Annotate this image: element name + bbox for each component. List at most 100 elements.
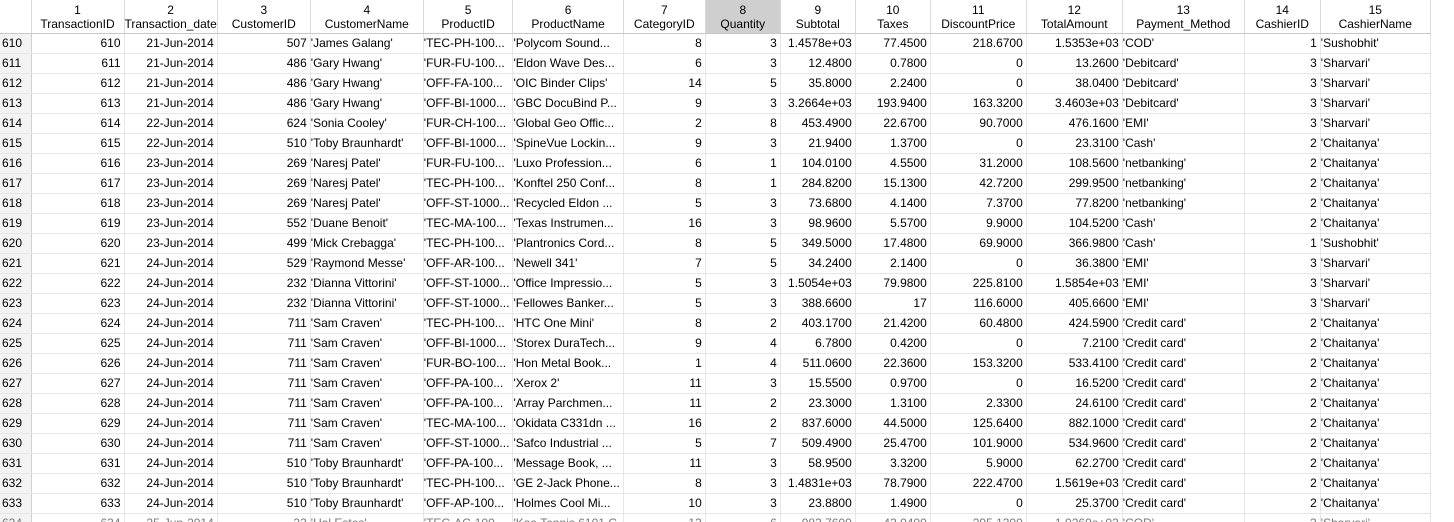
table-cell[interactable]: 3 — [705, 93, 781, 114]
row-header[interactable]: 631 — [0, 453, 32, 474]
table-cell[interactable]: 'Chaitanya' — [1320, 213, 1431, 234]
table-cell[interactable]: 3 — [1244, 273, 1321, 294]
table-cell[interactable]: 349.5000 — [780, 233, 856, 254]
table-cell[interactable]: 'Chaitanya' — [1320, 453, 1431, 474]
table-cell[interactable]: 2 — [1244, 373, 1321, 394]
table-cell[interactable]: 2 — [705, 313, 781, 334]
table-cell[interactable]: 42.7200 — [930, 173, 1027, 194]
table-cell[interactable]: 'Hal Estes' — [310, 513, 424, 522]
table-cell[interactable]: 630 — [31, 433, 125, 454]
table-cell[interactable]: 'OFF-BI-1000... — [423, 93, 514, 114]
table-cell[interactable]: 24-Jun-2014 — [124, 373, 218, 394]
row-header[interactable]: 625 — [0, 333, 32, 354]
table-cell[interactable]: 882.1000 — [1026, 413, 1123, 434]
table-cell[interactable]: 77.4500 — [855, 33, 931, 54]
table-cell[interactable]: 11 — [623, 393, 706, 414]
table-cell[interactable]: 24-Jun-2014 — [124, 473, 218, 494]
table-cell[interactable]: 2.2400 — [855, 73, 931, 94]
table-cell[interactable]: 5 — [705, 253, 781, 274]
table-cell[interactable]: 22.3600 — [855, 353, 931, 374]
table-cell[interactable]: 'EMI' — [1122, 273, 1245, 294]
table-cell[interactable]: 'Chaitanya' — [1320, 373, 1431, 394]
table-cell[interactable]: 21-Jun-2014 — [124, 73, 218, 94]
table-cell[interactable]: 3 — [705, 193, 781, 214]
table-cell[interactable]: 'Credit card' — [1122, 433, 1245, 454]
table-cell[interactable]: 12.4800 — [780, 53, 856, 74]
table-cell[interactable]: 624 — [31, 313, 125, 334]
table-cell[interactable]: 'COD' — [1122, 513, 1245, 522]
row-header[interactable]: 613 — [0, 93, 32, 114]
table-cell[interactable]: 405.6600 — [1026, 293, 1123, 314]
table-cell[interactable]: 15.5500 — [780, 373, 856, 394]
table-cell[interactable]: 'Duane Benoit' — [310, 213, 424, 234]
table-cell[interactable]: 'Sushobhit' — [1320, 233, 1431, 254]
table-cell[interactable]: 21-Jun-2014 — [124, 53, 218, 74]
table-cell[interactable]: 'Global Geo Offic... — [512, 113, 624, 134]
table-cell[interactable]: 'FUR-FU-100... — [423, 153, 514, 174]
table-row[interactable]: 627 627 24-Jun-2014 711 'Sam Craven' 'OFF-PA-… — [0, 373, 1431, 394]
column-header-transactionid[interactable]: 1 TransactionID — [31, 0, 125, 34]
table-cell[interactable]: 2 — [1244, 353, 1321, 374]
table-cell[interactable]: 232 — [217, 273, 311, 294]
table-cell[interactable]: 'netbanking' — [1122, 153, 1245, 174]
table-row[interactable]: 619 619 23-Jun-2014 552 'Duane Benoit' 'TEC-M… — [0, 213, 1431, 234]
table-cell[interactable]: 2 — [1244, 173, 1321, 194]
table-cell[interactable]: 1 — [1244, 33, 1321, 54]
row-header[interactable]: 634 — [0, 513, 32, 522]
table-cell[interactable]: 616 — [31, 153, 125, 174]
table-cell[interactable]: 'OFF-ST-1000... — [423, 433, 514, 454]
table-cell[interactable]: 'Credit card' — [1122, 373, 1245, 394]
table-row[interactable]: 630 630 24-Jun-2014 711 'Sam Craven' 'OFF-ST-… — [0, 433, 1431, 454]
table-cell[interactable]: 621 — [31, 253, 125, 274]
table-cell[interactable]: 0 — [930, 53, 1027, 74]
table-cell[interactable]: 22-Jun-2014 — [124, 113, 218, 134]
table-cell[interactable]: 533.4100 — [1026, 353, 1123, 374]
table-cell[interactable]: 8 — [705, 113, 781, 134]
table-cell[interactable]: 14 — [623, 73, 706, 94]
table-cell[interactable]: 'Konftel 250 Conf... — [512, 173, 624, 194]
table-cell[interactable]: 116.6000 — [930, 293, 1027, 314]
table-cell[interactable]: 4.1400 — [855, 193, 931, 214]
table-cell[interactable]: 0.7800 — [855, 53, 931, 74]
table-cell[interactable]: 23.8800 — [780, 493, 856, 514]
table-cell[interactable]: 499 — [217, 233, 311, 254]
table-cell[interactable]: 3 — [1244, 93, 1321, 114]
table-cell[interactable]: 0 — [930, 133, 1027, 154]
table-row[interactable]: 611 611 21-Jun-2014 486 'Gary Hwang' 'FUR-FU-… — [0, 53, 1431, 74]
table-cell[interactable]: 'Safco Industrial ... — [512, 433, 624, 454]
table-cell[interactable]: 611 — [31, 53, 125, 74]
table-cell[interactable]: 'Credit card' — [1122, 353, 1245, 374]
table-row[interactable]: 617 617 23-Jun-2014 269 'Naresj Patel' 'TEC-P… — [0, 173, 1431, 194]
column-header-categoryid[interactable]: 7 CategoryID — [623, 0, 706, 34]
table-cell[interactable]: 711 — [217, 333, 311, 354]
table-row[interactable]: 626 626 24-Jun-2014 711 'Sam Craven' 'FUR-BO-… — [0, 353, 1431, 374]
table-cell[interactable]: 17 — [855, 293, 931, 314]
table-cell[interactable]: 'Fellowes Banker... — [512, 293, 624, 314]
table-cell[interactable]: 'Luxo Profession... — [512, 153, 624, 174]
row-header[interactable]: 628 — [0, 393, 32, 414]
table-cell[interactable]: 73.6800 — [780, 193, 856, 214]
table-cell[interactable]: 'EMI' — [1122, 293, 1245, 314]
table-row[interactable]: 624 624 24-Jun-2014 711 'Sam Craven' 'TEC-PH-… — [0, 313, 1431, 334]
table-row[interactable]: 615 615 22-Jun-2014 510 'Toby Braunhardt' 'OF… — [0, 133, 1431, 154]
table-cell[interactable]: 510 — [217, 473, 311, 494]
table-cell[interactable]: 424.5900 — [1026, 313, 1123, 334]
table-cell[interactable]: 78.7900 — [855, 473, 931, 494]
table-cell[interactable]: 'Naresj Patel' — [310, 153, 424, 174]
table-cell[interactable]: 5 — [623, 293, 706, 314]
table-cell[interactable]: 2 — [705, 413, 781, 434]
table-cell[interactable]: 5 — [705, 73, 781, 94]
table-row[interactable]: 618 618 23-Jun-2014 269 'Naresj Patel' 'OFF-S… — [0, 193, 1431, 214]
table-cell[interactable]: 23-Jun-2014 — [124, 153, 218, 174]
table-cell[interactable]: 'Chaitanya' — [1320, 313, 1431, 334]
table-cell[interactable]: 'Storex DuraTech... — [512, 333, 624, 354]
table-cell[interactable]: 98.9600 — [780, 213, 856, 234]
table-cell[interactable]: 295.1300 — [930, 513, 1027, 522]
table-cell[interactable]: 21.9400 — [780, 133, 856, 154]
table-cell[interactable]: 23-Jun-2014 — [124, 173, 218, 194]
row-header[interactable]: 619 — [0, 213, 32, 234]
table-cell[interactable]: 3 — [705, 493, 781, 514]
table-cell[interactable]: 31.2000 — [930, 153, 1027, 174]
table-cell[interactable]: 'OFF-PA-100... — [423, 393, 514, 414]
table-cell[interactable]: 6 — [623, 53, 706, 74]
